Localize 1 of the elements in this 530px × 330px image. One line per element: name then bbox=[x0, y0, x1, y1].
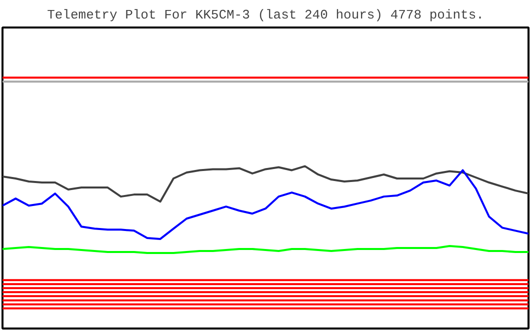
chart-title: Telemetry Plot For KK5CM-3 (last 240 hours) 4778 points. bbox=[47, 8, 484, 22]
